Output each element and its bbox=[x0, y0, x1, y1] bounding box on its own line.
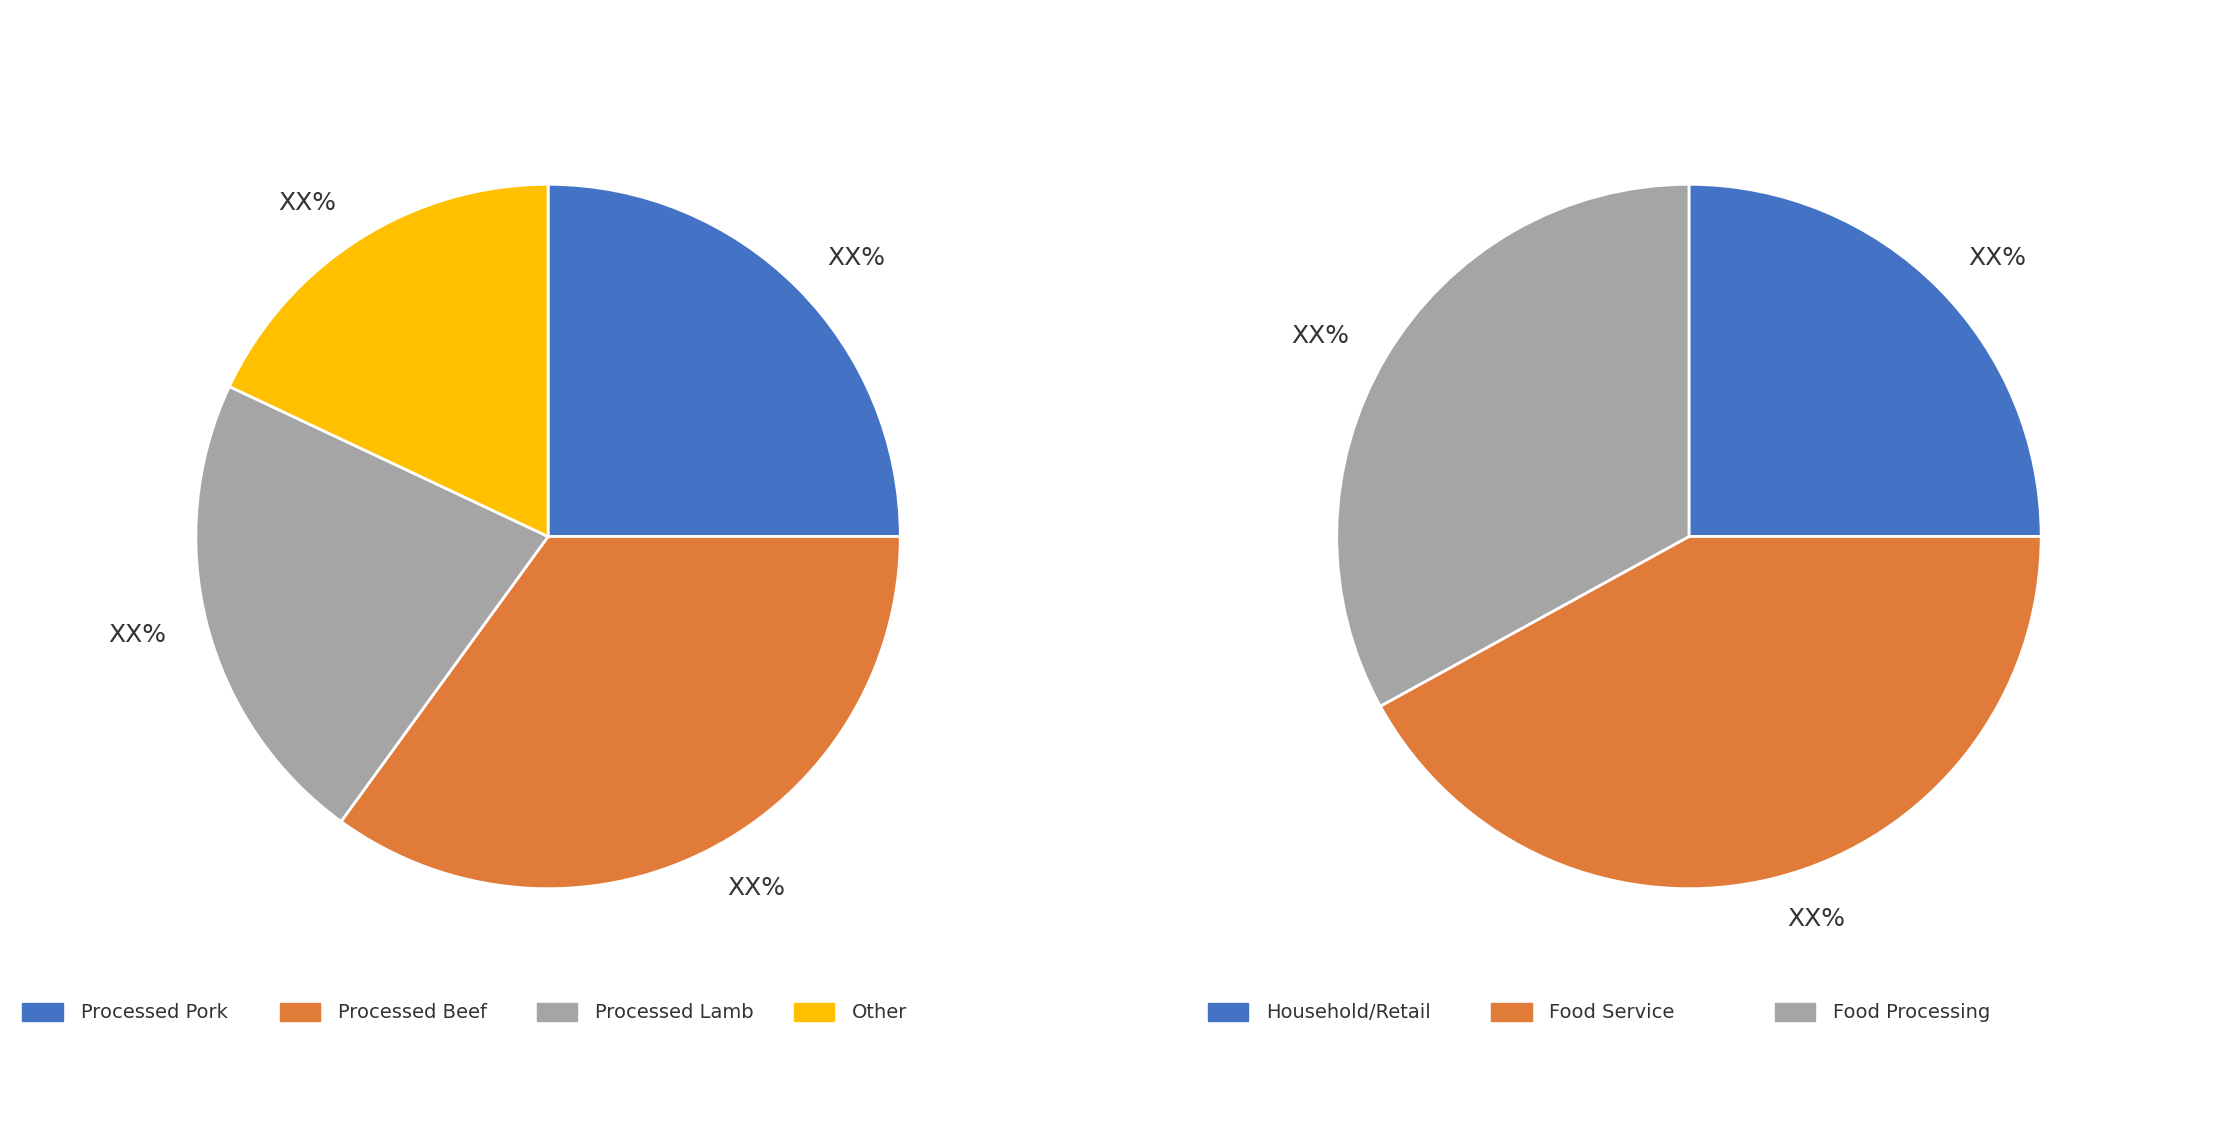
Text: XX%: XX% bbox=[1969, 246, 2027, 270]
Text: XX%: XX% bbox=[1291, 323, 1349, 348]
Wedge shape bbox=[1338, 184, 1689, 706]
Bar bbox=[22, 1003, 63, 1022]
Text: XX%: XX% bbox=[828, 246, 886, 270]
Bar bbox=[1208, 1003, 1248, 1022]
Text: XX%: XX% bbox=[727, 876, 785, 900]
Text: XX%: XX% bbox=[280, 191, 338, 216]
Text: Website: www.theindustrystats.com: Website: www.theindustrystats.com bbox=[1794, 1076, 2143, 1095]
Wedge shape bbox=[197, 386, 548, 821]
Text: Fig. Global Processed Red Meat Market Share by Product Types & Application: Fig. Global Processed Red Meat Market Sh… bbox=[27, 33, 1145, 61]
Text: Other: Other bbox=[852, 1003, 908, 1022]
Text: Food Processing: Food Processing bbox=[1832, 1003, 1991, 1022]
Wedge shape bbox=[1689, 184, 2040, 537]
Text: Email: sales@theindustrystats.com: Email: sales@theindustrystats.com bbox=[946, 1076, 1291, 1095]
Bar bbox=[280, 1003, 320, 1022]
Text: XX%: XX% bbox=[107, 622, 166, 647]
Wedge shape bbox=[1380, 537, 2040, 888]
Bar bbox=[794, 1003, 834, 1022]
Text: XX%: XX% bbox=[1787, 906, 1846, 931]
Text: Household/Retail: Household/Retail bbox=[1266, 1003, 1432, 1022]
Bar bbox=[1492, 1003, 1532, 1022]
Text: Processed Pork: Processed Pork bbox=[81, 1003, 228, 1022]
Wedge shape bbox=[548, 184, 899, 537]
Wedge shape bbox=[230, 184, 548, 537]
Text: Processed Beef: Processed Beef bbox=[338, 1003, 488, 1022]
Bar bbox=[537, 1003, 577, 1022]
Wedge shape bbox=[340, 537, 899, 888]
Text: Food Service: Food Service bbox=[1550, 1003, 1676, 1022]
Bar bbox=[1774, 1003, 1814, 1022]
Text: Source: Theindustrystats Analysis: Source: Theindustrystats Analysis bbox=[27, 1076, 356, 1095]
Text: Processed Lamb: Processed Lamb bbox=[595, 1003, 754, 1022]
